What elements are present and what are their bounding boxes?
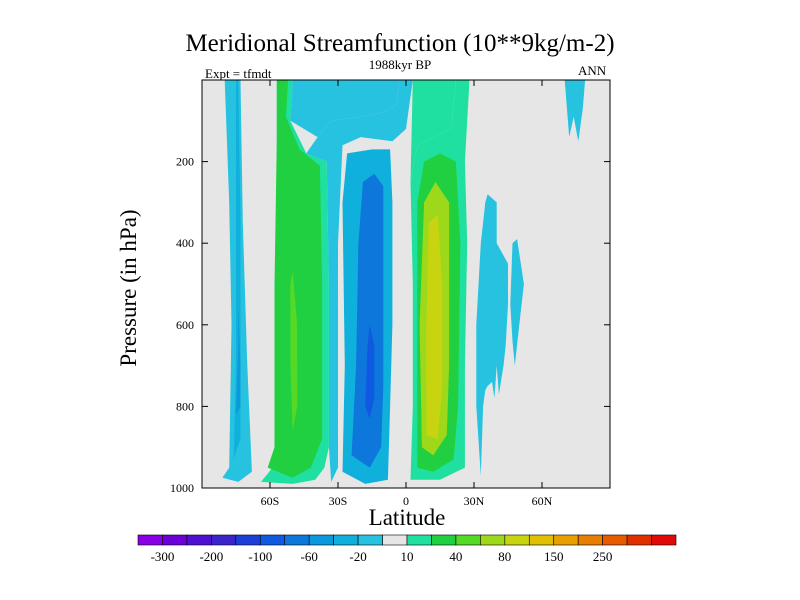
colorbar-swatch (211, 534, 237, 546)
colorbar-label: -300 (151, 549, 175, 564)
contour-region-nh-ferrel-blob (476, 194, 508, 476)
y-tick-label: 200 (176, 155, 194, 169)
colorbar-swatch (577, 534, 603, 546)
colorbar-label: 250 (593, 549, 613, 564)
colorbar-swatch (602, 534, 628, 546)
colorbar-swatch (162, 534, 188, 546)
colorbar-swatch (504, 534, 530, 546)
colorbar-swatch (137, 534, 163, 546)
colorbar-label: -20 (349, 549, 366, 564)
x-tick-label: 0 (403, 494, 409, 508)
plot-background (202, 80, 610, 488)
contour-region-top-green-band (410, 80, 456, 182)
colorbar-swatch (308, 534, 334, 546)
colorbar-swatch (528, 534, 555, 546)
colorbar-swatch (186, 534, 212, 546)
colorbar-swatch (480, 534, 506, 546)
colorbar-swatch (333, 534, 359, 546)
contour-region-sh-polar-cell-inner (236, 304, 241, 415)
colorbar-label: 10 (401, 549, 414, 564)
x-axis-label: Latitude (368, 505, 446, 530)
colorbar-label: 150 (544, 549, 564, 564)
chart-subtitle: 1988kyr BP (368, 57, 432, 72)
y-tick-label: 400 (176, 236, 194, 250)
colorbar-swatch (406, 534, 432, 546)
contour-region-hadley-nh-core (426, 214, 443, 439)
axis-ticks: 60S 30S 0 30N 60N 200 400 600 800 1000 (170, 80, 610, 508)
y-tick-label: 800 (176, 399, 194, 413)
colorbar: -300 -200 -100 -60 -20 10 40 80 150 250 (137, 534, 677, 564)
contour-fills (222, 80, 586, 484)
x-tick-label: 60N (532, 494, 553, 508)
colorbar-label: 40 (449, 549, 462, 564)
x-tick-label: 30N (464, 494, 485, 508)
colorbar-label: 80 (498, 549, 511, 564)
contour-region-hadley-sh-core (365, 324, 375, 419)
contour-region-top-cyan-band (276, 80, 400, 138)
y-tick-label: 1000 (170, 481, 194, 495)
colorbar-swatch (431, 534, 457, 546)
contour-region-nh-ferrel-side (510, 239, 524, 366)
contour-region-sh-ferrel-cell-mid (267, 80, 323, 478)
colorbar-swatch (553, 534, 579, 546)
colorbar-label: -200 (199, 549, 223, 564)
colorbar-label: -100 (248, 549, 272, 564)
y-tick-label: 600 (176, 318, 194, 332)
x-tick-label: 30S (329, 494, 348, 508)
colorbar-swatch (455, 534, 481, 546)
season-label: ANN (578, 63, 607, 78)
chart-title: Meridional Streamfunction (10**9kg/m-2) (185, 30, 615, 57)
colorbar-label: -60 (301, 549, 318, 564)
colorbar-swatch (382, 534, 408, 546)
colorbar-swatch (651, 534, 677, 546)
colorbar-swatch (284, 534, 310, 546)
experiment-label: Expt = tfmdt (205, 66, 272, 81)
colorbar-swatch (357, 534, 383, 546)
contour-region-hadley-sh-outer (306, 80, 413, 482)
colorbar-swatch (259, 534, 286, 546)
contour-region-sh-ferrel-cell-inner (290, 271, 298, 431)
colorbar-swatch (626, 534, 652, 546)
contour-region-hadley-sh-colder (351, 173, 384, 468)
x-tick-label: 60S (261, 494, 280, 508)
contour-region-nh-polar-blob (564, 80, 586, 142)
colorbar-swatch (235, 534, 261, 546)
